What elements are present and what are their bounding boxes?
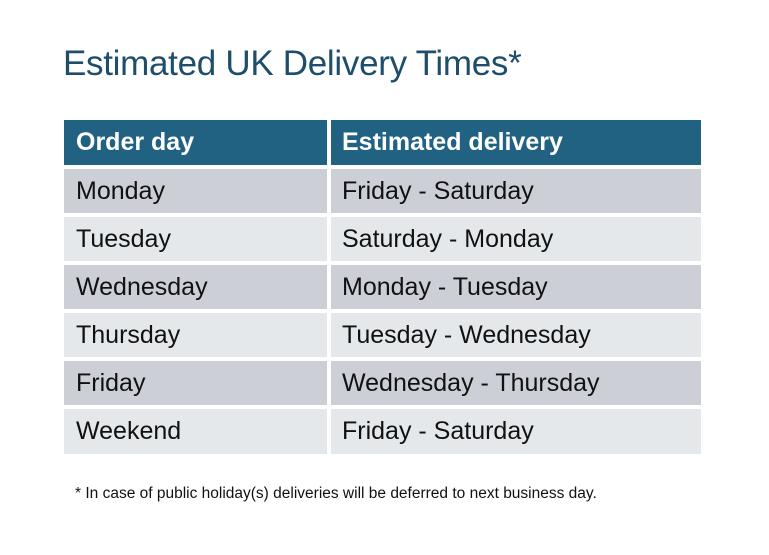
delivery-cell: Friday - Saturday — [331, 169, 701, 213]
page-title: Estimated UK Delivery Times* — [63, 44, 522, 83]
header-estimated-delivery: Estimated delivery — [331, 120, 701, 165]
table-row: Wednesday Monday - Tuesday — [64, 265, 701, 309]
delivery-cell: Saturday - Monday — [331, 217, 701, 261]
table-row: Monday Friday - Saturday — [64, 169, 701, 213]
table-row: Thursday Tuesday - Wednesday — [64, 313, 701, 357]
delivery-cell: Monday - Tuesday — [331, 265, 701, 309]
order-day-cell: Wednesday — [64, 265, 327, 309]
order-day-cell: Tuesday — [64, 217, 327, 261]
order-day-cell: Thursday — [64, 313, 327, 357]
table-row: Tuesday Saturday - Monday — [64, 217, 701, 261]
table-row: Friday Wednesday - Thursday — [64, 361, 701, 405]
order-day-cell: Friday — [64, 361, 327, 405]
footnote: * In case of public holiday(s) deliverie… — [75, 485, 597, 502]
header-order-day: Order day — [64, 120, 327, 165]
delivery-times-table: Order day Estimated delivery Monday Frid… — [64, 120, 701, 458]
table-header-row: Order day Estimated delivery — [64, 120, 701, 165]
order-day-cell: Weekend — [64, 409, 327, 454]
table-row: Weekend Friday - Saturday — [64, 409, 701, 454]
delivery-cell: Friday - Saturday — [331, 409, 701, 454]
delivery-cell: Wednesday - Thursday — [331, 361, 701, 405]
order-day-cell: Monday — [64, 169, 327, 213]
delivery-cell: Tuesday - Wednesday — [331, 313, 701, 357]
